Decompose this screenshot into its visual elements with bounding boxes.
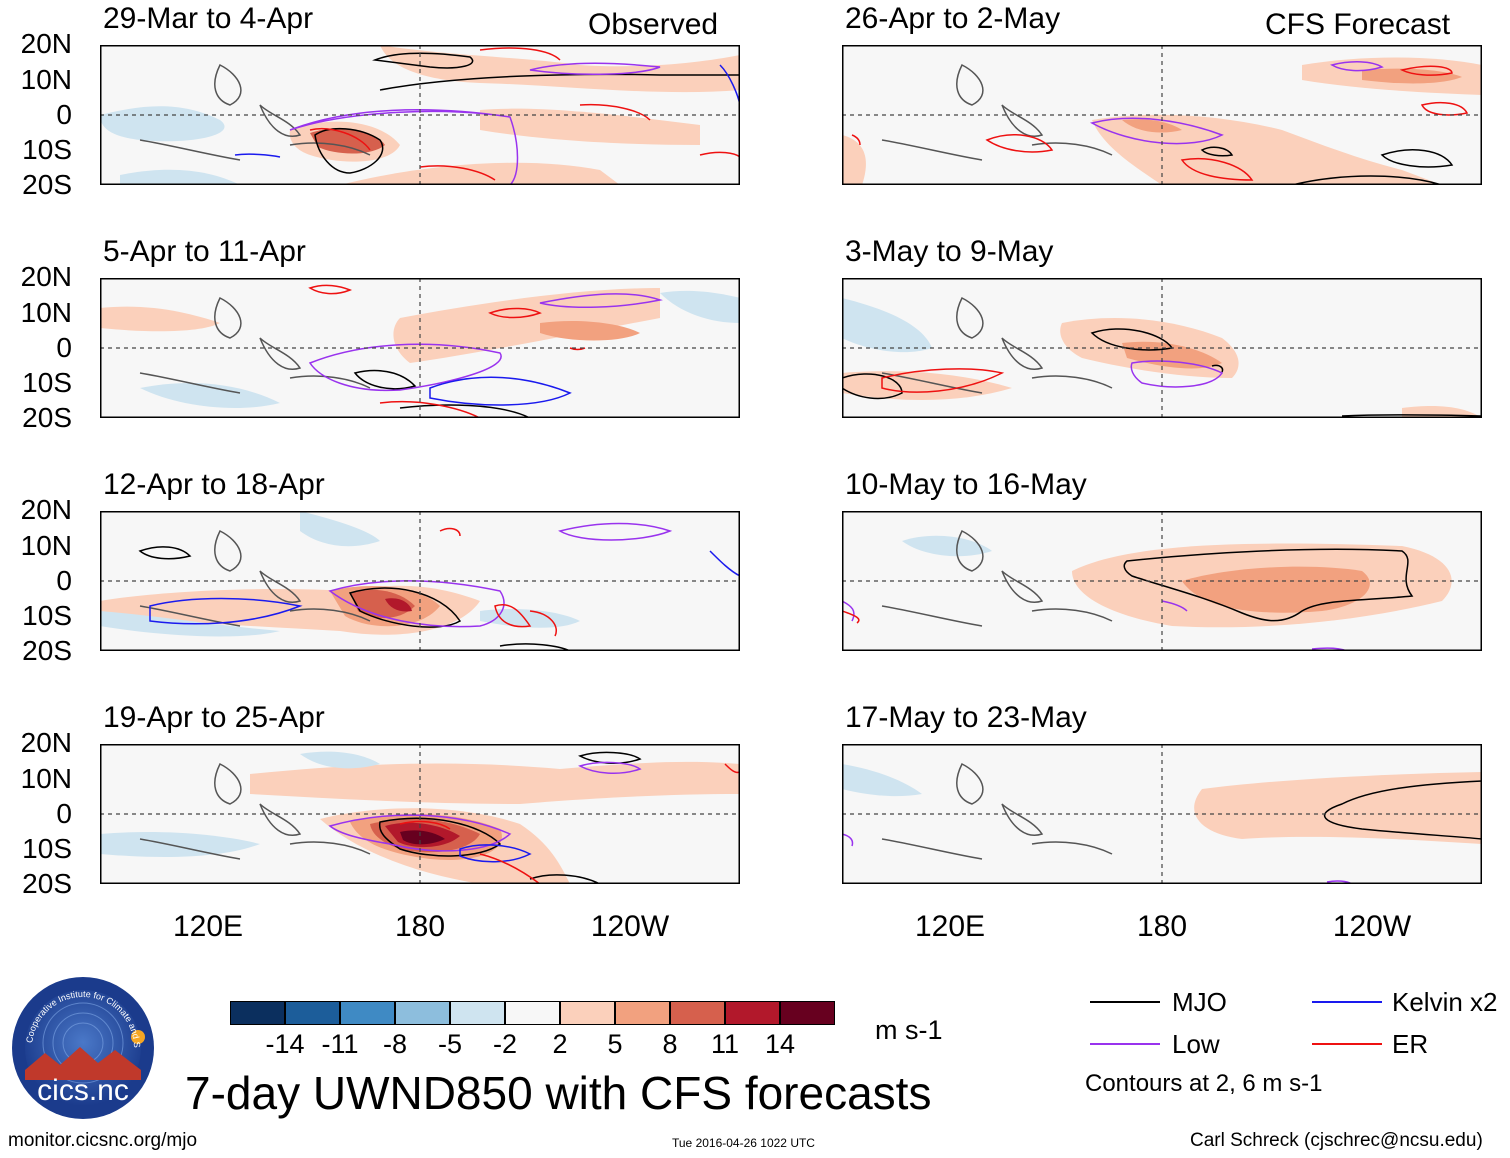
lat-label: 20S bbox=[22, 169, 72, 200]
panel-title-2: 5-Apr to 11-Apr bbox=[103, 235, 306, 268]
colorbar-tick-label: -2 bbox=[492, 1029, 517, 1059]
colorbar-tick-label: 14 bbox=[764, 1029, 796, 1059]
map-panel-5 bbox=[842, 45, 1482, 185]
map-panel-8 bbox=[842, 744, 1482, 884]
colorbar-tick-label: -5 bbox=[437, 1029, 462, 1059]
contour-note: Contours at 2, 6 m s-1 bbox=[1085, 1070, 1323, 1097]
lon-label: 180 bbox=[1136, 910, 1188, 943]
colorbar-swatch bbox=[780, 1001, 835, 1025]
colorbar-tick-label: -11 bbox=[321, 1029, 359, 1059]
lat-label: 10S bbox=[22, 134, 72, 165]
lat-label: 10N bbox=[20, 64, 72, 95]
colorbar-swatch bbox=[725, 1001, 780, 1025]
lat-label: 10N bbox=[20, 763, 72, 794]
panel-title-7: 10-May to 16-May bbox=[845, 468, 1087, 501]
panel-tag-observed: Observed bbox=[588, 8, 719, 41]
lat-label: 20N bbox=[20, 28, 72, 59]
colorbar-tick-label: -8 bbox=[382, 1029, 407, 1059]
colorbar-tick-label: -14 bbox=[265, 1029, 305, 1059]
panel-title-6: 3-May to 9-May bbox=[845, 235, 1054, 268]
map-panel-6 bbox=[842, 278, 1482, 418]
legend-line-low bbox=[1090, 1043, 1160, 1045]
lat-label: 20N bbox=[20, 727, 72, 758]
legend-label-er: ER bbox=[1392, 1029, 1429, 1059]
lat-label: 20N bbox=[20, 494, 72, 525]
panel-title-5: 26-Apr to 2-May bbox=[845, 2, 1061, 35]
lat-label: 0 bbox=[56, 798, 72, 829]
lat-label: 0 bbox=[56, 99, 72, 130]
colorbar-swatch bbox=[285, 1001, 340, 1025]
colorbar-swatch bbox=[615, 1001, 670, 1025]
lat-label: 10N bbox=[20, 297, 72, 328]
panel-title-8: 17-May to 23-May bbox=[845, 701, 1087, 734]
colorbar-swatch bbox=[230, 1001, 285, 1025]
footer-author: Carl Schreck (cjschrec@ncsu.edu) bbox=[1190, 1130, 1483, 1151]
map-panel-2 bbox=[100, 278, 740, 418]
lat-label: 10S bbox=[22, 833, 72, 864]
colorbar-swatch bbox=[395, 1001, 450, 1025]
lon-label: 120E bbox=[914, 910, 986, 943]
colorbar-tick-label: 5 bbox=[607, 1029, 623, 1059]
panel-title-1: 29-Mar to 4-Apr bbox=[103, 2, 314, 35]
legend-label-kelvin: Kelvin x2 bbox=[1392, 987, 1498, 1017]
lat-label: 20S bbox=[22, 402, 72, 433]
lat-label: 10S bbox=[22, 367, 72, 398]
legend-label-low: Low bbox=[1172, 1029, 1220, 1059]
lon-label: 120W bbox=[590, 910, 670, 943]
lat-label: 20S bbox=[22, 635, 72, 666]
legend-line-mjo bbox=[1090, 1001, 1160, 1003]
lat-label: 20N bbox=[20, 261, 72, 292]
colorbar-swatch bbox=[560, 1001, 615, 1025]
cics-logo: Cooperative Institute for Climate and Sa… bbox=[7, 967, 156, 1121]
lon-label: 120W bbox=[1332, 910, 1412, 943]
lat-label: 10N bbox=[20, 530, 72, 561]
legend-label-mjo: MJO bbox=[1172, 987, 1227, 1017]
lon-label: 120E bbox=[172, 910, 244, 943]
logo-text: cics.nc bbox=[37, 1074, 129, 1107]
legend-line-er bbox=[1312, 1043, 1382, 1045]
map-panel-3 bbox=[100, 511, 740, 651]
map-panel-1 bbox=[100, 45, 740, 185]
colorbar bbox=[230, 1001, 835, 1027]
colorbar-swatch bbox=[340, 1001, 395, 1025]
panel-tag-forecast: CFS Forecast bbox=[1265, 8, 1451, 41]
panel-title-3: 12-Apr to 18-Apr bbox=[103, 468, 325, 501]
lat-label: 10S bbox=[22, 600, 72, 631]
colorbar-tick-label: 11 bbox=[710, 1029, 740, 1059]
panel-title-4: 19-Apr to 25-Apr bbox=[103, 701, 325, 734]
footer-timestamp: Tue 2016-04-26 1022 UTC bbox=[672, 1136, 815, 1150]
map-panel-4 bbox=[100, 744, 740, 884]
colorbar-tick-label: 8 bbox=[662, 1029, 678, 1059]
legend-line-kelvin bbox=[1312, 1001, 1382, 1003]
footer-url: monitor.cicsnc.org/mjo bbox=[8, 1130, 198, 1151]
colorbar-swatch bbox=[450, 1001, 505, 1025]
lat-label: 20S bbox=[22, 868, 72, 899]
colorbar-tick-label: 2 bbox=[552, 1029, 568, 1059]
colorbar-units: m s-1 bbox=[875, 1015, 943, 1045]
lat-label: 0 bbox=[56, 565, 72, 596]
colorbar-swatch bbox=[505, 1001, 560, 1025]
colorbar-swatch bbox=[670, 1001, 725, 1025]
map-panel-7 bbox=[842, 511, 1482, 651]
lon-label: 180 bbox=[394, 910, 446, 943]
lat-label: 0 bbox=[56, 332, 72, 363]
main-title: 7-day UWND850 with CFS forecasts bbox=[185, 1067, 932, 1119]
